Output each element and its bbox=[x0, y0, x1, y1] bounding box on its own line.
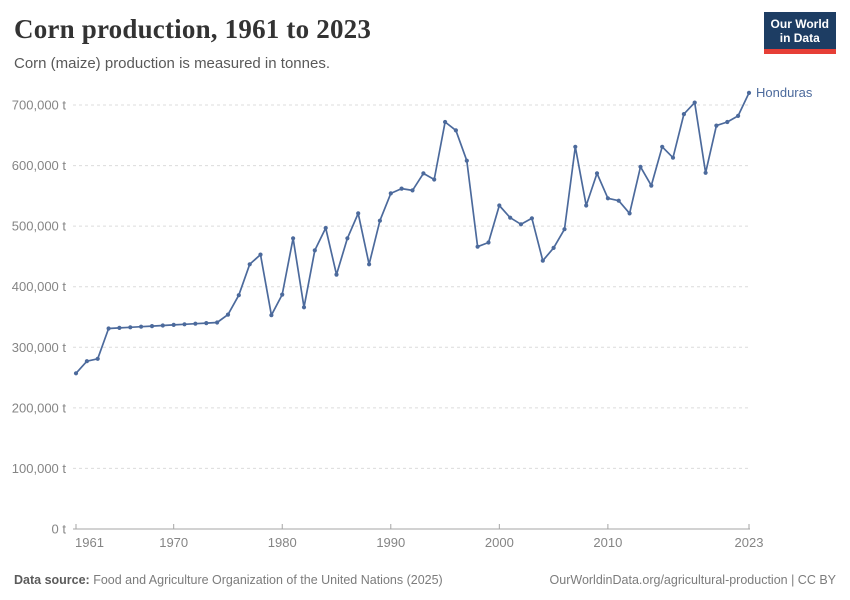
data-point-1999[interactable] bbox=[486, 240, 491, 245]
x-tick-label: 1970 bbox=[159, 535, 188, 550]
data-point-1968[interactable] bbox=[149, 324, 155, 329]
data-point-1972[interactable] bbox=[193, 321, 198, 326]
data-point-1995[interactable] bbox=[443, 119, 448, 125]
x-tick-label: 2023 bbox=[735, 535, 764, 550]
y-tick-label: 500,000 t bbox=[12, 219, 67, 234]
data-point-1987[interactable] bbox=[356, 211, 361, 216]
data-point-2005[interactable] bbox=[551, 245, 556, 250]
data-point-2001[interactable] bbox=[508, 215, 513, 220]
data-point-2012[interactable] bbox=[627, 211, 632, 216]
data-point-1991[interactable] bbox=[399, 186, 404, 191]
y-tick-label: 300,000 t bbox=[12, 340, 67, 355]
x-tick-label: 2000 bbox=[485, 535, 514, 550]
data-point-1998[interactable] bbox=[475, 244, 480, 249]
data-point-2010[interactable] bbox=[605, 196, 611, 201]
y-tick-label: 200,000 t bbox=[12, 400, 67, 415]
data-point-1966[interactable] bbox=[128, 325, 133, 330]
data-point-1979[interactable] bbox=[269, 313, 274, 318]
data-point-1971[interactable] bbox=[182, 322, 187, 327]
data-point-2013[interactable] bbox=[638, 164, 643, 169]
data-point-2021[interactable] bbox=[725, 119, 730, 125]
data-point-1981[interactable] bbox=[291, 236, 296, 241]
data-point-1989[interactable] bbox=[377, 218, 382, 223]
y-tick-label: 400,000 t bbox=[12, 279, 67, 294]
data-point-1992[interactable] bbox=[410, 188, 415, 193]
chart-header: Corn production, 1961 to 2023 Corn (maiz… bbox=[14, 12, 836, 72]
data-point-1974[interactable] bbox=[215, 320, 220, 325]
data-point-1965[interactable] bbox=[117, 325, 122, 330]
data-point-1993[interactable] bbox=[421, 171, 426, 176]
data-point-1982[interactable] bbox=[301, 305, 307, 310]
data-point-1977[interactable] bbox=[247, 262, 252, 267]
data-point-2017[interactable] bbox=[681, 112, 687, 117]
data-point-2007[interactable] bbox=[573, 144, 578, 149]
data-point-2019[interactable] bbox=[703, 170, 708, 175]
x-tick-label: 1961 bbox=[75, 535, 104, 550]
data-point-1984[interactable] bbox=[323, 225, 328, 231]
chart-subtitle: Corn (maize) production is measured in t… bbox=[14, 55, 330, 72]
data-point-2009[interactable] bbox=[594, 171, 600, 176]
data-point-1988[interactable] bbox=[367, 262, 372, 267]
data-point-2000[interactable] bbox=[497, 203, 502, 208]
data-point-2018[interactable] bbox=[692, 100, 697, 105]
data-point-1976[interactable] bbox=[236, 293, 241, 298]
x-tick-label: 2010 bbox=[593, 535, 622, 550]
data-point-1996[interactable] bbox=[453, 128, 458, 133]
data-point-2011[interactable] bbox=[616, 198, 621, 203]
data-line-honduras[interactable] bbox=[75, 92, 750, 374]
chart-footer: Data source: Food and Agriculture Organi… bbox=[14, 573, 836, 587]
data-point-1978[interactable] bbox=[258, 252, 263, 257]
data-point-1967[interactable] bbox=[139, 324, 144, 329]
data-source-label: Data source: bbox=[14, 573, 90, 587]
data-point-2014[interactable] bbox=[649, 183, 654, 188]
data-point-1986[interactable] bbox=[345, 236, 350, 241]
page-title: Corn production, 1961 to 2023 bbox=[14, 14, 372, 44]
data-point-1970[interactable] bbox=[171, 322, 176, 327]
data-point-2015[interactable] bbox=[660, 144, 665, 149]
data-point-1983[interactable] bbox=[312, 248, 317, 253]
owid-logo-line1: Our World bbox=[770, 17, 829, 31]
data-source-note: Data source: Food and Agriculture Organi… bbox=[14, 573, 443, 587]
data-point-1973[interactable] bbox=[204, 321, 209, 326]
data-point-1990[interactable] bbox=[388, 191, 393, 196]
data-point-1994[interactable] bbox=[432, 177, 437, 182]
owid-url-link[interactable]: OurWorldinData.org/agricultural-producti… bbox=[549, 573, 836, 587]
x-tick-label: 1980 bbox=[268, 535, 297, 550]
data-point-1975[interactable] bbox=[225, 312, 231, 317]
data-point-1964[interactable] bbox=[106, 326, 111, 331]
y-tick-label: 700,000 t bbox=[12, 98, 67, 113]
data-point-2003[interactable] bbox=[529, 216, 535, 221]
data-point-1961[interactable] bbox=[73, 371, 79, 376]
data-point-1985[interactable] bbox=[334, 272, 339, 277]
y-tick-label: 0 t bbox=[52, 522, 67, 537]
data-point-2008[interactable] bbox=[584, 203, 589, 208]
data-source-text: Food and Agriculture Organization of the… bbox=[89, 573, 443, 587]
data-point-2004[interactable] bbox=[540, 258, 545, 263]
data-point-1962[interactable] bbox=[84, 359, 89, 364]
y-tick-label: 100,000 t bbox=[12, 461, 67, 476]
data-point-2006[interactable] bbox=[562, 227, 567, 232]
data-point-2016[interactable] bbox=[670, 155, 676, 160]
owid-logo[interactable]: Our World in Data bbox=[763, 12, 836, 54]
data-point-1997[interactable] bbox=[464, 158, 469, 163]
data-point-2023[interactable] bbox=[746, 90, 752, 95]
data-point-1969[interactable] bbox=[160, 323, 165, 328]
owid-logo-line2: in Data bbox=[779, 31, 820, 45]
data-point-1963[interactable] bbox=[95, 356, 100, 361]
data-point-1980[interactable] bbox=[280, 292, 285, 297]
data-point-2022[interactable] bbox=[736, 113, 741, 118]
x-tick-label: 1990 bbox=[376, 535, 405, 550]
y-tick-label: 600,000 t bbox=[12, 158, 67, 173]
data-point-2020[interactable] bbox=[714, 123, 719, 128]
series-label-honduras[interactable]: Honduras bbox=[756, 85, 813, 100]
data-point-2002[interactable] bbox=[518, 222, 524, 227]
